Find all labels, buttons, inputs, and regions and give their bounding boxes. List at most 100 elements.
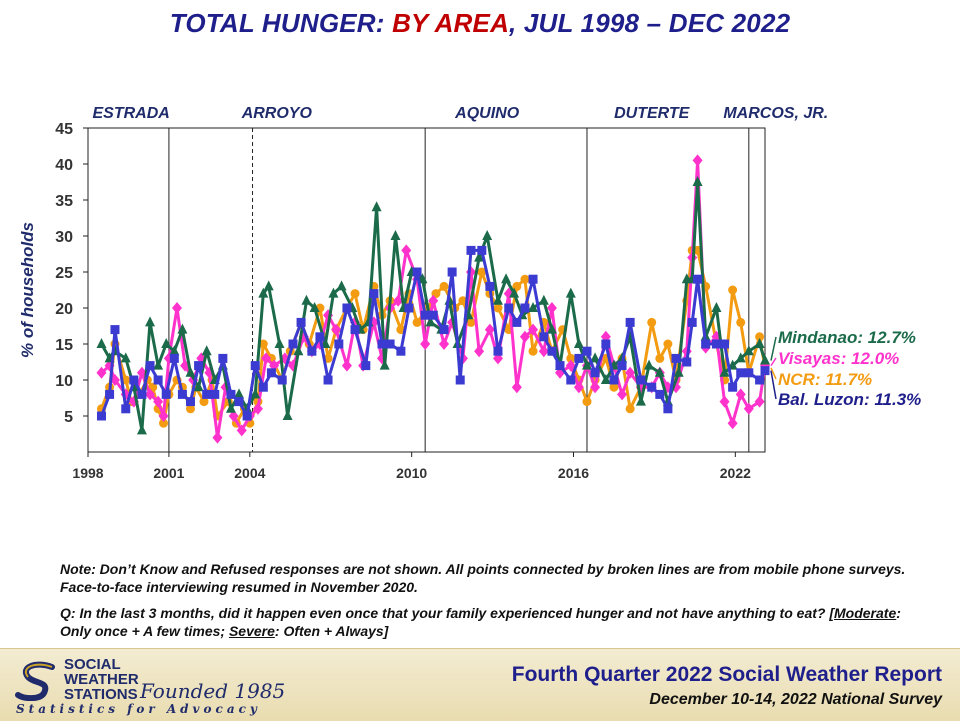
data-point	[528, 323, 539, 336]
data-point	[258, 339, 268, 349]
chart-title: TOTAL HUNGER: BY AREA, JUL 1998 – DEC 20…	[0, 8, 960, 39]
data-point	[390, 230, 401, 240]
data-point	[692, 154, 703, 167]
data-point	[420, 310, 430, 320]
data-point	[428, 294, 439, 307]
data-point	[582, 346, 592, 356]
data-point	[743, 345, 754, 356]
data-point	[258, 382, 268, 392]
data-point	[573, 381, 584, 394]
x-tick-label: 2016	[558, 465, 589, 481]
data-point	[228, 410, 239, 422]
title-part-2: BY AREA	[392, 8, 510, 38]
data-point	[617, 361, 627, 371]
data-point	[538, 345, 549, 358]
data-point	[647, 382, 657, 392]
data-point	[565, 359, 576, 372]
y-tick-label: 5	[64, 409, 73, 426]
admin-label: ARROYO	[241, 105, 313, 122]
severe-definition: : Often + Always]	[274, 623, 389, 639]
data-point	[760, 366, 770, 376]
question-intro: Q: In the last 3 months, did it happen e…	[60, 605, 834, 621]
legend-label: NCR: 11.7%	[778, 370, 872, 389]
admin-label: ESTRADA	[92, 105, 169, 122]
data-point	[509, 287, 520, 298]
data-point	[609, 382, 619, 392]
data-point	[701, 339, 711, 349]
data-point	[755, 332, 765, 342]
data-point	[341, 359, 352, 372]
data-point	[439, 281, 449, 291]
data-point	[520, 303, 530, 313]
data-point	[744, 368, 754, 378]
data-point	[636, 375, 646, 385]
severe-label: Severe	[228, 623, 275, 639]
data-point	[121, 404, 131, 414]
data-point	[566, 353, 576, 363]
data-point	[555, 361, 565, 371]
data-point	[252, 402, 263, 415]
data-point	[201, 345, 212, 356]
data-point	[528, 302, 539, 312]
data-point	[546, 323, 557, 334]
data-point	[96, 366, 107, 379]
data-point	[145, 361, 155, 371]
data-point	[323, 375, 333, 385]
data-point	[635, 395, 646, 406]
data-point	[565, 287, 576, 298]
data-point	[377, 339, 387, 349]
data-point	[736, 368, 746, 378]
data-point	[538, 294, 549, 305]
y-tick-label: 10	[55, 373, 73, 390]
data-point	[274, 338, 285, 348]
data-point	[161, 389, 171, 399]
data-point	[711, 339, 721, 349]
legend-label: Mindanao: 12.7%	[778, 328, 916, 347]
data-point	[153, 359, 164, 370]
logo-line-1: SOCIAL	[64, 656, 121, 673]
data-point	[412, 267, 422, 277]
data-point	[277, 375, 287, 385]
legend-leader	[770, 367, 777, 380]
data-point	[482, 230, 493, 240]
data-point	[447, 267, 457, 277]
data-point	[420, 338, 431, 350]
sws-logo-icon	[15, 661, 55, 701]
moderate-label: Moderate	[834, 605, 897, 621]
data-point	[755, 375, 765, 385]
data-point	[296, 317, 306, 327]
data-point	[519, 330, 530, 343]
data-point	[425, 316, 436, 327]
data-point	[177, 389, 187, 399]
data-point	[735, 388, 746, 401]
data-point	[719, 395, 730, 408]
data-point	[647, 317, 657, 327]
data-point	[293, 345, 304, 356]
legend-leader	[770, 336, 777, 361]
y-tick-label: 25	[55, 265, 73, 282]
y-tick-label: 20	[55, 301, 73, 318]
data-point	[185, 404, 195, 414]
data-point	[754, 338, 765, 348]
note-text: Note: Don’t Know and Refused responses a…	[60, 561, 906, 595]
x-tick-label: 2004	[234, 465, 265, 481]
data-point	[161, 338, 172, 348]
data-point	[484, 323, 495, 336]
data-point	[590, 368, 600, 378]
data-point	[625, 404, 635, 414]
data-point	[671, 353, 681, 363]
data-point	[617, 388, 628, 401]
title-part-3: , JUL 1998 – DEC 2022	[509, 8, 791, 38]
data-point	[455, 375, 465, 385]
data-point	[331, 323, 342, 336]
data-point	[158, 410, 169, 422]
data-point	[520, 274, 530, 284]
data-point	[727, 417, 738, 430]
data-point	[528, 346, 538, 356]
data-point	[385, 339, 395, 349]
data-point	[693, 274, 703, 284]
data-point	[663, 339, 673, 349]
report-title: Fourth Quarter 2022 Social Weather Repor…	[511, 663, 942, 686]
data-point	[199, 397, 209, 407]
hunger-line-chart: 5 10 15 20 25 30 35 40 45 1998 2001 2004 2010 2016 202…	[18, 105, 921, 481]
